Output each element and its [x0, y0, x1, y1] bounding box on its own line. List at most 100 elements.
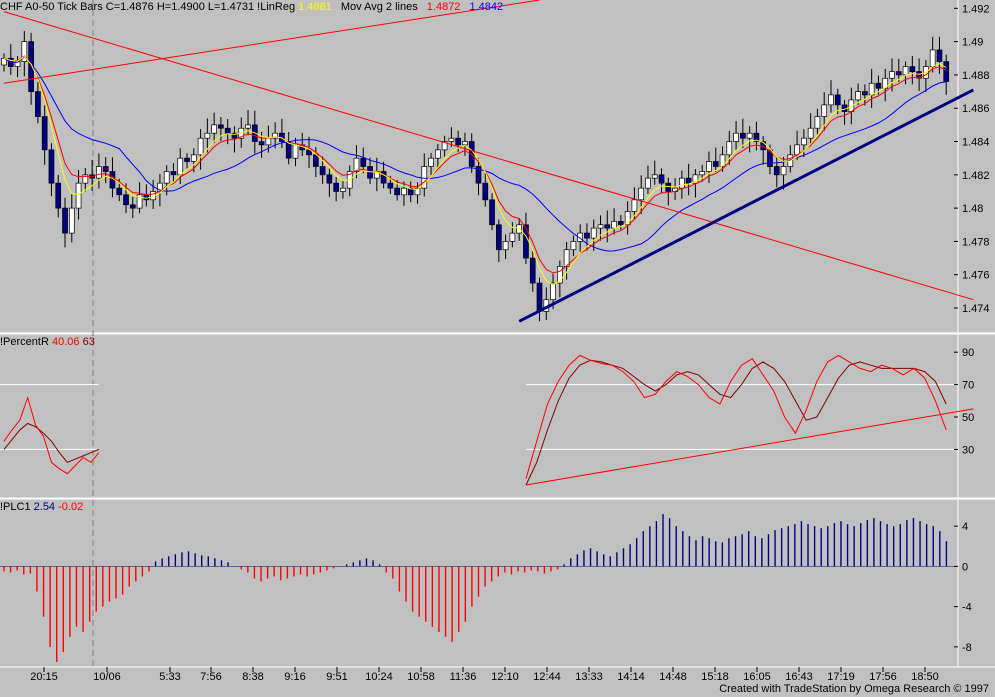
high-label: H=1.4900	[156, 1, 205, 13]
movavg-value-1: 1.4872	[426, 1, 461, 13]
candle-body	[116, 187, 123, 196]
plc-tick-label: -8	[962, 642, 972, 654]
price-tick-label: 1.488	[962, 70, 990, 82]
time-tick-label: 18:50	[911, 671, 939, 683]
time-tick-label: 10/06	[93, 671, 121, 683]
plc-tick-label: 0	[962, 561, 968, 573]
candle-body	[1, 57, 7, 66]
candle-body	[699, 171, 706, 176]
candle-body	[712, 161, 719, 167]
candle-body	[631, 199, 638, 212]
candle-body	[224, 127, 231, 134]
candle-body	[645, 177, 651, 189]
candle-body	[590, 227, 597, 239]
resistance-trendline	[3, 0, 540, 84]
price-legend: CHF A0-50 Tick Bars C=1.4876 H=1.4900 L=…	[0, 1, 503, 13]
candle-body	[136, 194, 143, 209]
candle-body	[245, 124, 251, 129]
candle-body	[272, 132, 278, 139]
candle-body	[475, 166, 482, 184]
candle-body	[685, 177, 692, 184]
candle-body	[604, 224, 611, 229]
candle-body	[428, 157, 434, 167]
candle-body	[292, 144, 299, 159]
percentr-tick-label: 70	[962, 380, 974, 392]
candle-body	[62, 207, 68, 234]
candle-body	[68, 207, 75, 234]
candle-body	[868, 82, 875, 96]
candle-body	[740, 132, 746, 139]
percentr-fast-line	[3, 395, 100, 475]
time-tick-label: 20:15	[30, 671, 58, 683]
price-tick-label: 1.476	[962, 270, 990, 282]
candle-body	[570, 241, 577, 251]
ma-fast-line	[3, 55, 947, 274]
price-tick-label: 1.478	[962, 236, 990, 248]
candle-body	[909, 66, 916, 72]
candle-body	[597, 224, 604, 229]
candle-body	[448, 137, 455, 142]
candle-body	[360, 157, 367, 167]
candle-body	[129, 204, 136, 209]
plc-value-2: -0.02	[58, 501, 84, 513]
time-tick-label: 8:38	[242, 671, 263, 683]
candle-body	[523, 224, 529, 259]
percentr-slow-line	[525, 359, 947, 486]
price-tick-label: 1.486	[962, 103, 990, 115]
price-tick-label: 1.492	[962, 3, 990, 15]
movavg-label: Mov Avg 2 lines	[340, 1, 418, 13]
percentr-value-1: 40.06	[51, 336, 80, 348]
candle-body	[862, 91, 868, 96]
movavg-value-2: 1.4842	[469, 1, 504, 13]
percentr-panel	[0, 354, 974, 486]
plc-tick-label: -4	[962, 602, 972, 614]
candle-body	[895, 71, 902, 76]
time-tick-label: 16:43	[785, 671, 813, 683]
candle-body	[746, 132, 753, 139]
candle-body	[807, 127, 814, 139]
support-trendline	[518, 88, 975, 323]
time-tick-label: 11:36	[450, 671, 477, 683]
candle-body	[462, 141, 468, 146]
candle-body	[726, 141, 733, 156]
percentr-fast-line	[525, 354, 947, 479]
candle-body	[394, 187, 401, 196]
candle-body	[889, 71, 895, 79]
candle-body	[936, 49, 943, 62]
plc-label: !PLC1	[0, 501, 31, 513]
candle-body	[340, 187, 346, 192]
time-tick-label: 7:56	[200, 671, 221, 683]
time-tick-label: 14:48	[659, 671, 687, 683]
candle-body	[482, 182, 489, 201]
candle-body	[421, 166, 428, 189]
candle-body	[828, 94, 834, 106]
price-tick-label: 1.48	[962, 203, 983, 215]
plc-legend: !PLC1 2.54 -0.02	[0, 501, 83, 513]
price-tick-label: 1.474	[962, 303, 990, 315]
candle-body	[455, 137, 462, 146]
time-tick-label: 12:10	[491, 671, 519, 683]
time-tick-label: 9:16	[284, 671, 305, 683]
candle-body	[265, 137, 272, 146]
plc-panel	[0, 514, 958, 662]
candle-body	[177, 157, 184, 176]
plc-tick-label: 4	[962, 521, 968, 533]
candle-body	[638, 187, 645, 201]
candle-body	[821, 104, 828, 117]
time-tick-label: 16:05	[743, 671, 771, 683]
plc-value-1: 2.54	[33, 501, 56, 513]
candle-body	[211, 124, 217, 134]
symbol-label: CHF A0-50 Tick Bars	[0, 1, 103, 13]
candle-body	[306, 149, 312, 156]
candle-body	[584, 232, 590, 239]
candle-body	[204, 132, 211, 139]
ma-slow-line	[3, 56, 947, 252]
candle-body	[48, 149, 55, 184]
candle-body	[611, 221, 617, 229]
candle-body	[414, 187, 421, 196]
candle-body	[96, 166, 102, 179]
candle-body	[706, 161, 712, 172]
candle-body	[834, 94, 841, 106]
candle-body	[333, 182, 339, 192]
